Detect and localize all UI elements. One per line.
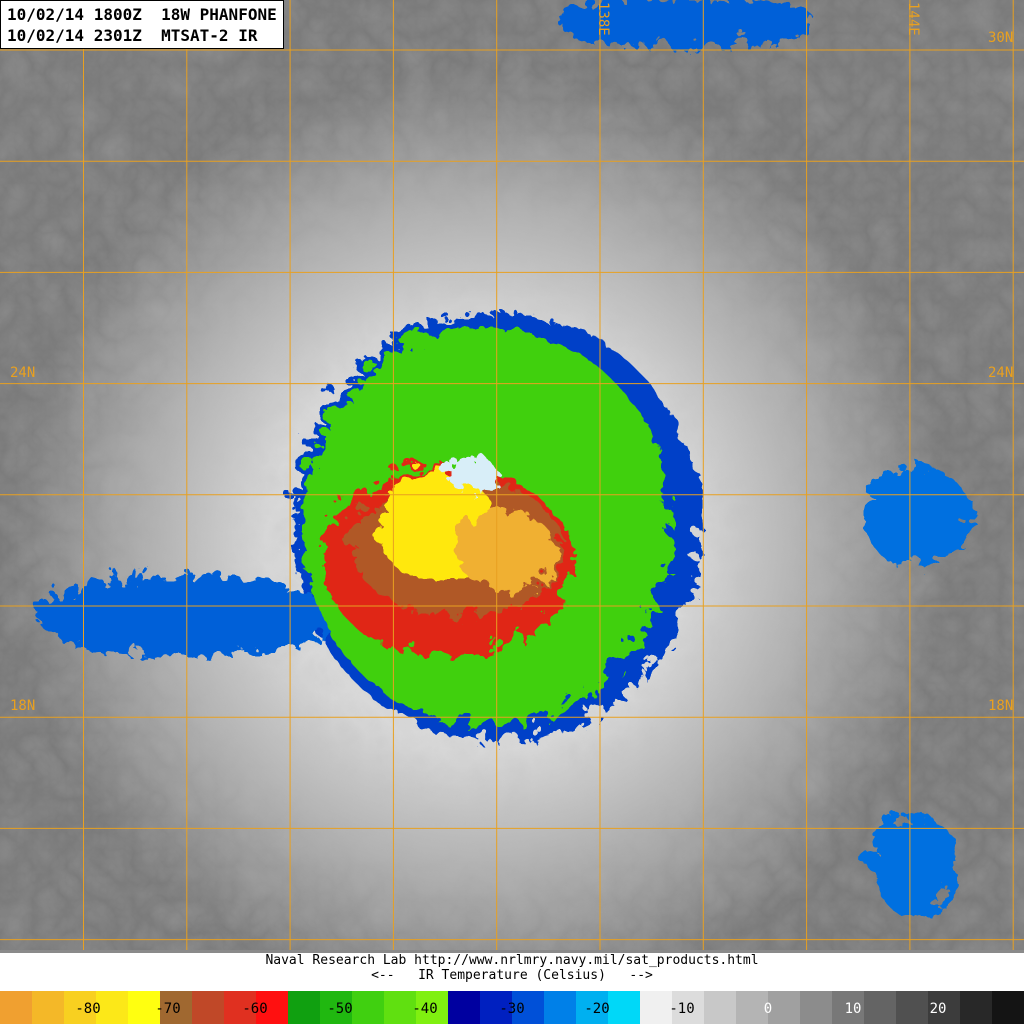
colorbar-tick-label: 10 bbox=[845, 1001, 862, 1017]
colorbar-segment bbox=[704, 991, 737, 1024]
colorbar-segment bbox=[64, 991, 97, 1024]
colorbar-segment bbox=[736, 991, 769, 1024]
colorbar-segment bbox=[928, 991, 961, 1024]
colorbar-tick-label: -70 bbox=[155, 1001, 180, 1017]
colorbar-segment bbox=[384, 991, 417, 1024]
colorbar-tick-label: -30 bbox=[499, 1001, 524, 1017]
colorbar-segment bbox=[992, 991, 1024, 1024]
colorbar-segment bbox=[512, 991, 545, 1024]
lat-label-24n-left: 24N bbox=[10, 365, 36, 381]
colorbar-segment bbox=[416, 991, 449, 1024]
colorbar-segment bbox=[608, 991, 641, 1024]
credit-text: Naval Research Lab http://www.nrlmry.nav… bbox=[265, 953, 759, 968]
lat-label-24n-right: 24N bbox=[988, 365, 1014, 381]
colorbar-segment bbox=[128, 991, 161, 1024]
colorbar-segment bbox=[352, 991, 385, 1024]
footer-credit: Naval Research Lab http://www.nrlmry.nav… bbox=[0, 953, 1024, 991]
colorbar-segment bbox=[544, 991, 577, 1024]
colorbar-segment bbox=[160, 991, 193, 1024]
colorbar-segment bbox=[480, 991, 513, 1024]
colorbar-segment bbox=[672, 991, 705, 1024]
colorbar-segment bbox=[960, 991, 993, 1024]
colorbar-segment bbox=[832, 991, 865, 1024]
storm-convection bbox=[30, 0, 965, 910]
colorbar-segment bbox=[288, 991, 321, 1024]
colorbar-tick-label: -80 bbox=[75, 1001, 100, 1017]
lat-label-18n-right: 18N bbox=[988, 698, 1014, 714]
colorbar-segment bbox=[224, 991, 257, 1024]
colorbar-tick-label: -20 bbox=[584, 1001, 609, 1017]
lat-label-18n-left: 18N bbox=[10, 698, 36, 714]
colorbar-segment bbox=[896, 991, 929, 1024]
lon-label-138e: 138E bbox=[595, 2, 611, 36]
colorbar-segment bbox=[96, 991, 129, 1024]
lat-label-30n: 30N bbox=[988, 30, 1014, 46]
colorbar-segment bbox=[448, 991, 481, 1024]
colorbar-segment bbox=[640, 991, 673, 1024]
colorbar-segment bbox=[800, 991, 833, 1024]
colorbar-segment bbox=[864, 991, 897, 1024]
colorbar-segment bbox=[256, 991, 289, 1024]
temperature-colorbar: -80 -70 -60 -50 -40 -30 -20 -10 0 10 20 bbox=[0, 991, 1024, 1024]
grid-lines bbox=[0, 0, 1024, 950]
title-line-2: 10/02/14 2301Z MTSAT-2 IR bbox=[7, 26, 258, 45]
colorbar-tick-label: -60 bbox=[242, 1001, 267, 1017]
colorbar-tick-label: -50 bbox=[327, 1001, 352, 1017]
lon-label-144e: 144E bbox=[905, 2, 921, 36]
colorbar-segment bbox=[0, 991, 33, 1024]
title-line-1: 10/02/14 1800Z 18W PHANFONE bbox=[7, 5, 277, 24]
colorbar-segment bbox=[576, 991, 609, 1024]
colorbar-segment bbox=[768, 991, 801, 1024]
colorbar-segment bbox=[320, 991, 353, 1024]
colorbar-segment bbox=[32, 991, 65, 1024]
colorbar-tick-label: 20 bbox=[930, 1001, 947, 1017]
colorbar-segment bbox=[192, 991, 225, 1024]
ir-imagery bbox=[0, 0, 1024, 950]
title-box: 10/02/14 1800Z 18W PHANFONE 10/02/14 2301… bbox=[0, 0, 284, 49]
colorbar-tick-label: -10 bbox=[669, 1001, 694, 1017]
colorbar-tick-label: -40 bbox=[412, 1001, 437, 1017]
colorbar-tick-label: 0 bbox=[764, 1001, 772, 1017]
scale-title: <-- IR Temperature (Celsius) --> bbox=[371, 968, 653, 983]
